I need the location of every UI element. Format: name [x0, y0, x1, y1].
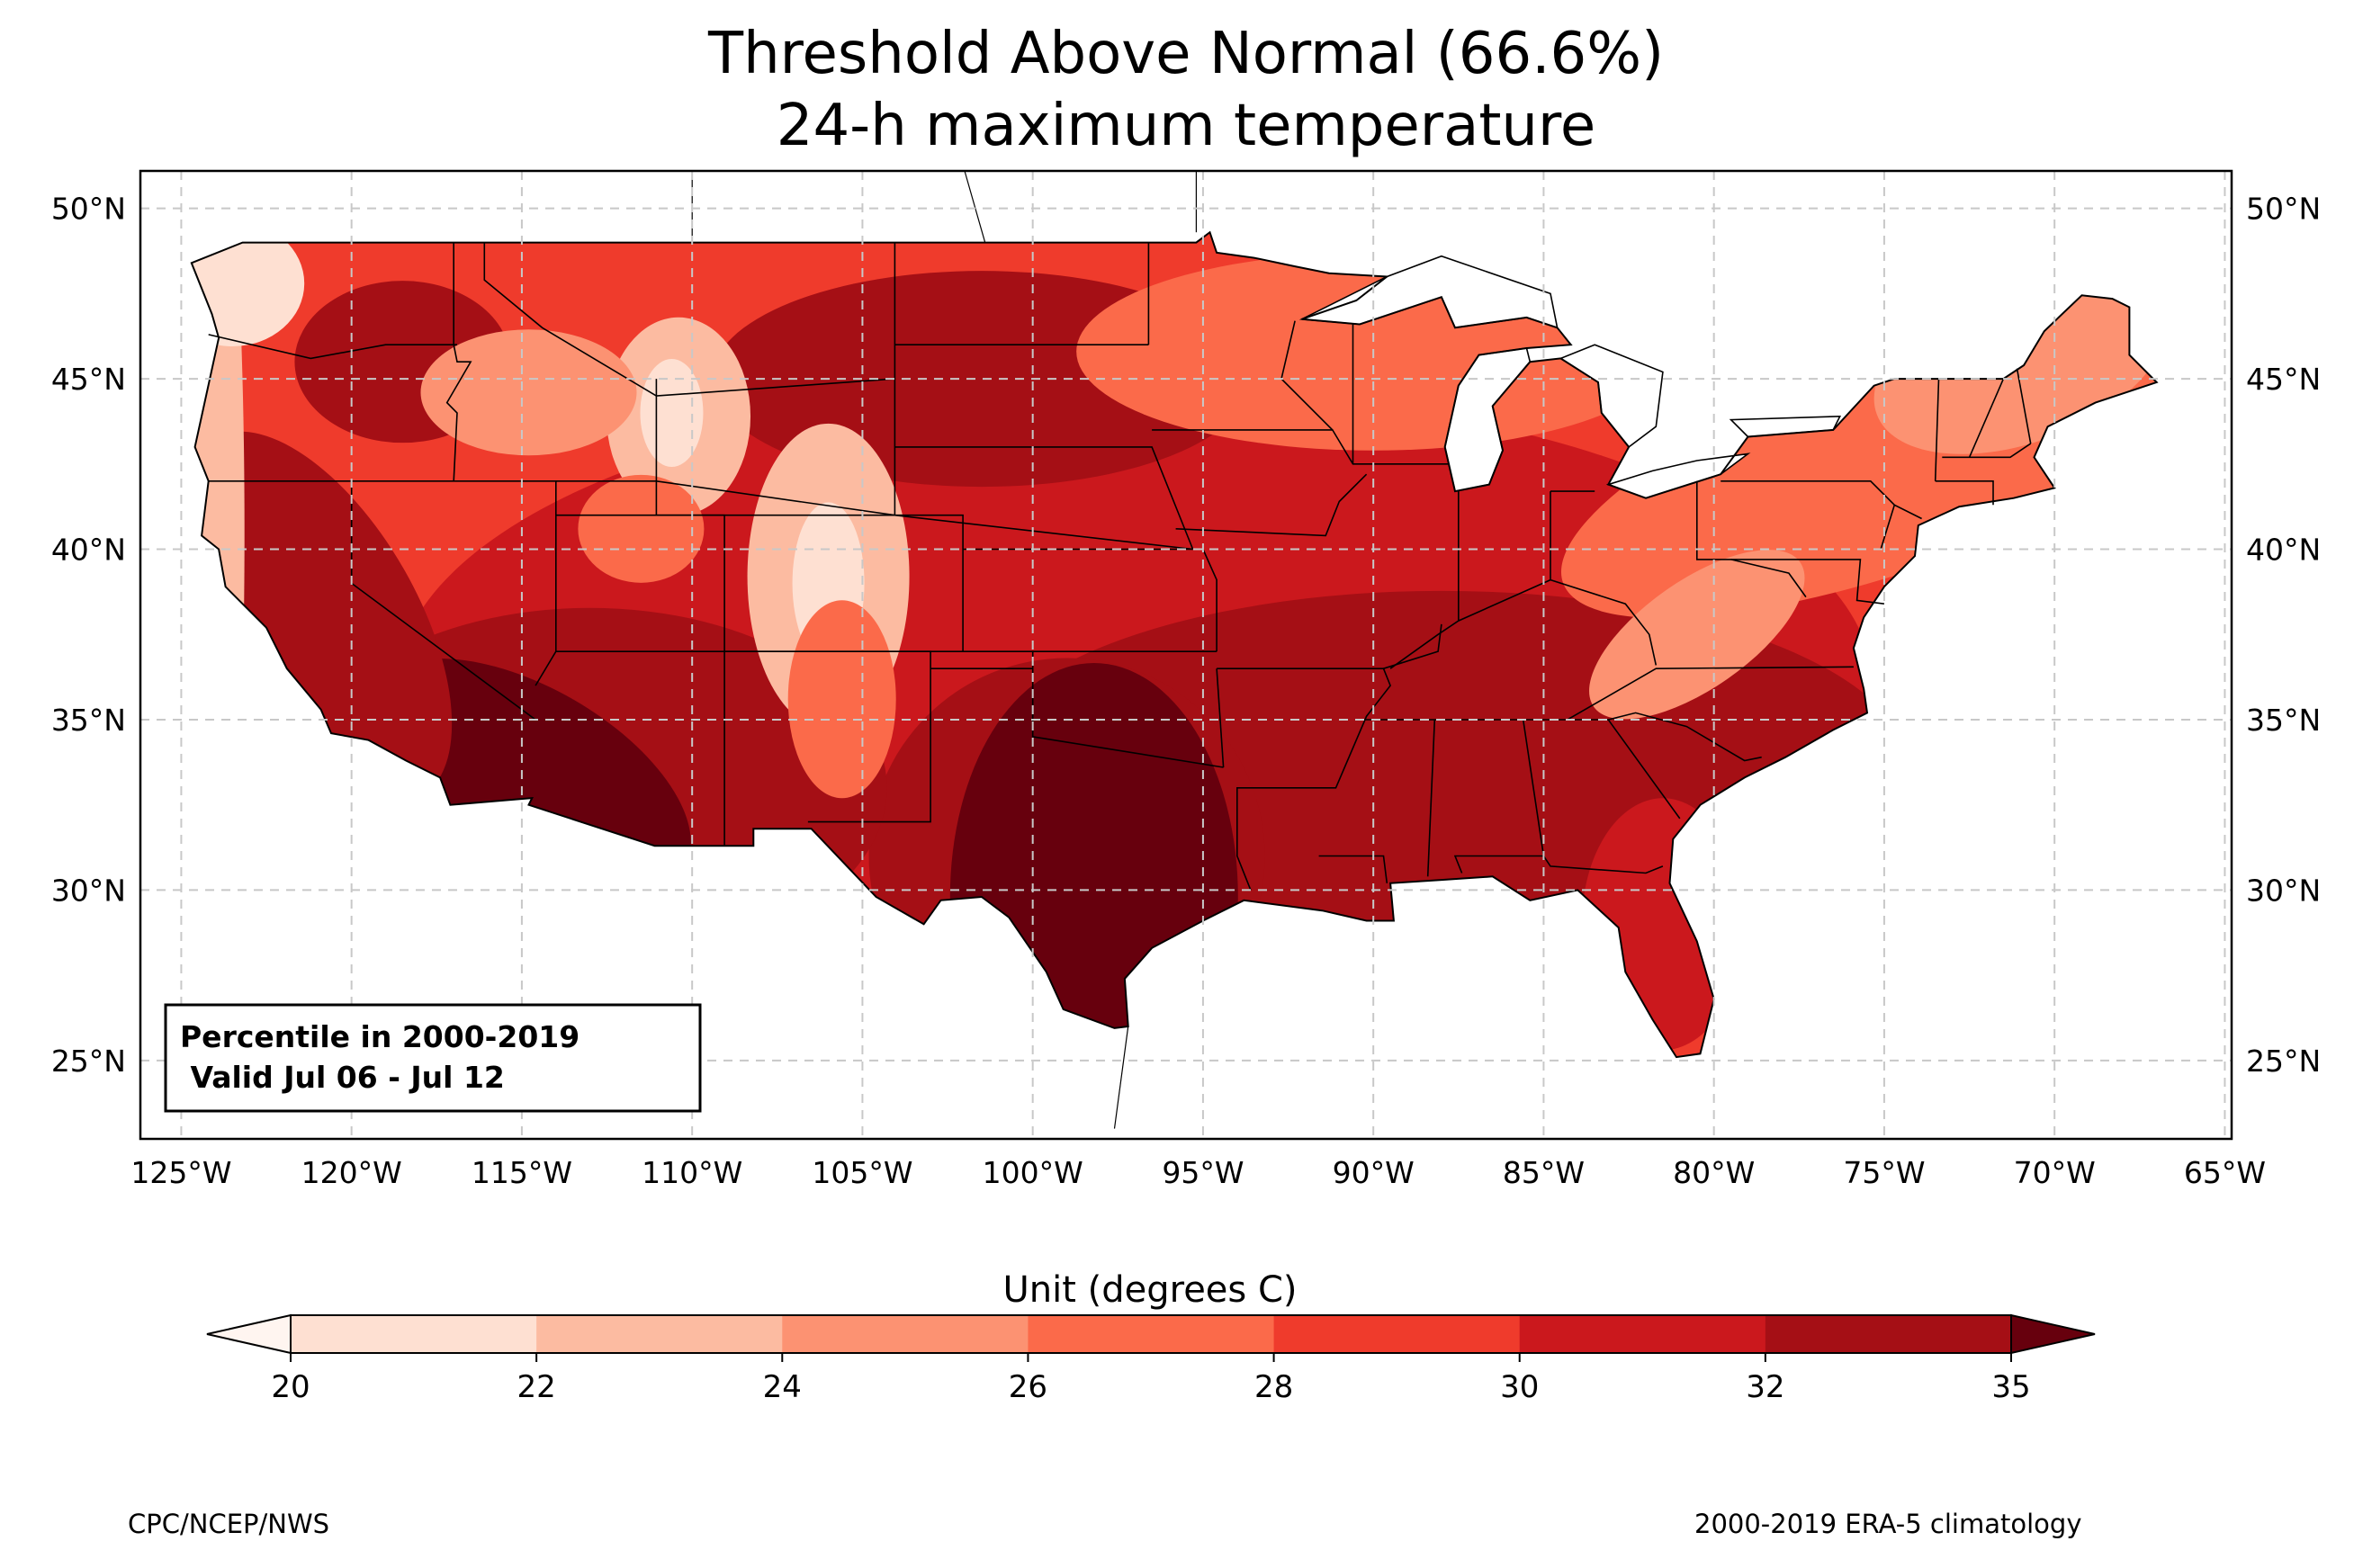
lon-tick-label: 70°W [2014, 1155, 2096, 1190]
colorbar-bin [1273, 1315, 1521, 1353]
latitude-ticks-left: 50°N 45°N 40°N 35°N 30°N 25°N [51, 192, 126, 1079]
colorbar-bin [782, 1315, 1029, 1353]
inset-line-2: Valid Jul 06 - Jul 12 [180, 1060, 505, 1095]
state-border [1542, 856, 1664, 874]
colorbar-tick-label: 24 [763, 1369, 802, 1405]
longitude-ticks: 125°W 120°W 115°W 110°W 105°W 100°W 95°W 90°W 85… [130, 1155, 2266, 1190]
lon-tick-label: 120°W [301, 1155, 402, 1190]
lon-tick-label: 105°W [812, 1155, 912, 1190]
lon-tick-label: 80°W [1673, 1155, 1755, 1190]
country-border [1113, 1026, 1129, 1129]
state-border [1942, 443, 2032, 459]
state-border [1152, 429, 1449, 465]
field-florida [1581, 798, 1744, 1051]
state-border [1216, 668, 1225, 768]
great-lakes [1298, 255, 1842, 499]
lat-tick-label-left: 25°N [51, 1044, 126, 1079]
lat-tick-label-right: 25°N [2246, 1044, 2321, 1079]
lon-tick-label: 110°W [642, 1155, 742, 1190]
state-border [1217, 668, 1392, 891]
colorbar-bin [1765, 1315, 2012, 1353]
country-border [964, 170, 986, 243]
footer-climatology: 2000-2019 ERA-5 climatology [1694, 1509, 2082, 1539]
lat-tick-label-right: 35°N [2246, 703, 2321, 738]
state-border [1175, 473, 1368, 537]
country-border [811, 828, 877, 898]
colorbar-tick-label: 20 [271, 1369, 310, 1405]
lat-tick-label-left: 30°N [51, 873, 126, 908]
lon-tick-label: 65°W [2184, 1155, 2266, 1190]
colorbar-bin [1028, 1315, 1275, 1353]
state-border [1318, 855, 1388, 883]
colorbar-tick-label: 26 [1009, 1369, 1047, 1405]
lat-tick-label-left: 50°N [51, 192, 126, 227]
lat-tick-label-left: 40°N [51, 533, 126, 568]
state-border [1968, 378, 2005, 458]
colorbar-tick-label: 32 [1746, 1369, 1784, 1405]
colorbar-frame [290, 1314, 2012, 1354]
field-idaho-mountains [420, 329, 637, 456]
state-border [2016, 368, 2032, 444]
lat-tick-label-right: 50°N [2246, 192, 2321, 227]
us-outline [190, 230, 2159, 1059]
state-border [483, 242, 895, 397]
inset-line-1: Percentile in 2000-2019 [180, 1019, 580, 1054]
state-border [1934, 379, 1940, 481]
colorbar-bin [536, 1315, 783, 1353]
lon-tick-label: 125°W [130, 1155, 231, 1190]
map-frame [139, 169, 2233, 1141]
lon-tick-label: 85°W [1503, 1155, 1585, 1190]
state-border [1426, 719, 1436, 877]
chart-title-line-2: 24-h maximum temperature [776, 93, 1596, 159]
lon-tick-label: 95°W [1162, 1155, 1244, 1190]
colorbar-under-extension [206, 1313, 292, 1355]
lon-tick-label: 100°W [983, 1155, 1083, 1190]
valid-period-inset: Percentile in 2000-2019 Valid Jul 06 - J… [164, 1003, 702, 1113]
lat-tick-label-left: 45°N [51, 362, 126, 397]
chart-title-line-1: Threshold Above Normal (66.6%) [707, 21, 1665, 87]
field-pacific-coast [191, 232, 245, 1000]
state-borders [208, 170, 2032, 1129]
state-border [1721, 480, 1922, 520]
state-border [1935, 480, 1994, 506]
lat-tick-label-right: 45°N [2246, 362, 2321, 397]
state-border [894, 446, 1194, 550]
colorbar-tick-label: 30 [1500, 1369, 1539, 1405]
footer-source: CPC/NCEP/NWS [128, 1509, 330, 1539]
inset-box [164, 1003, 702, 1113]
state-border [1453, 719, 1545, 874]
state-border [208, 334, 457, 360]
colorbar: Unit (degrees C) 20 22 24 26 28 30 32 35 [206, 1269, 2096, 1405]
field-new-mexico-mountains [787, 600, 896, 799]
state-border [724, 650, 931, 823]
state-border [208, 480, 1193, 551]
colorbar-tick-label: 22 [517, 1369, 556, 1405]
colorbar-over-extension [2010, 1313, 2096, 1355]
colorbar-label: Unit (degrees C) [1002, 1269, 1297, 1311]
state-border [1608, 712, 1762, 762]
field-central-valley [191, 431, 453, 803]
colorbar-bin [1519, 1315, 1766, 1353]
state-border [1383, 623, 1442, 669]
temperature-field [191, 232, 2157, 1058]
state-border [1202, 549, 1217, 652]
field-yellowstone-peaks [640, 359, 704, 467]
field-wasatch [578, 474, 705, 583]
state-border [1696, 480, 1884, 605]
lon-tick-label: 115°W [472, 1155, 572, 1190]
state-border [1730, 559, 1807, 598]
lon-tick-label: 75°W [1843, 1155, 1925, 1190]
colorbar-bin [291, 1315, 537, 1353]
lat-tick-label-left: 35°N [51, 703, 126, 738]
colorbar-tick-label: 35 [1991, 1369, 2030, 1405]
latitude-ticks-right: 50°N 45°N 40°N 35°N 30°N 25°N [2246, 192, 2321, 1079]
colorbar-tick-label: 28 [1254, 1369, 1293, 1405]
lon-tick-label: 90°W [1333, 1155, 1415, 1190]
lat-tick-label-right: 40°N [2246, 533, 2321, 568]
state-border [1880, 505, 1896, 550]
lat-tick-label-right: 30°N [2246, 873, 2321, 908]
